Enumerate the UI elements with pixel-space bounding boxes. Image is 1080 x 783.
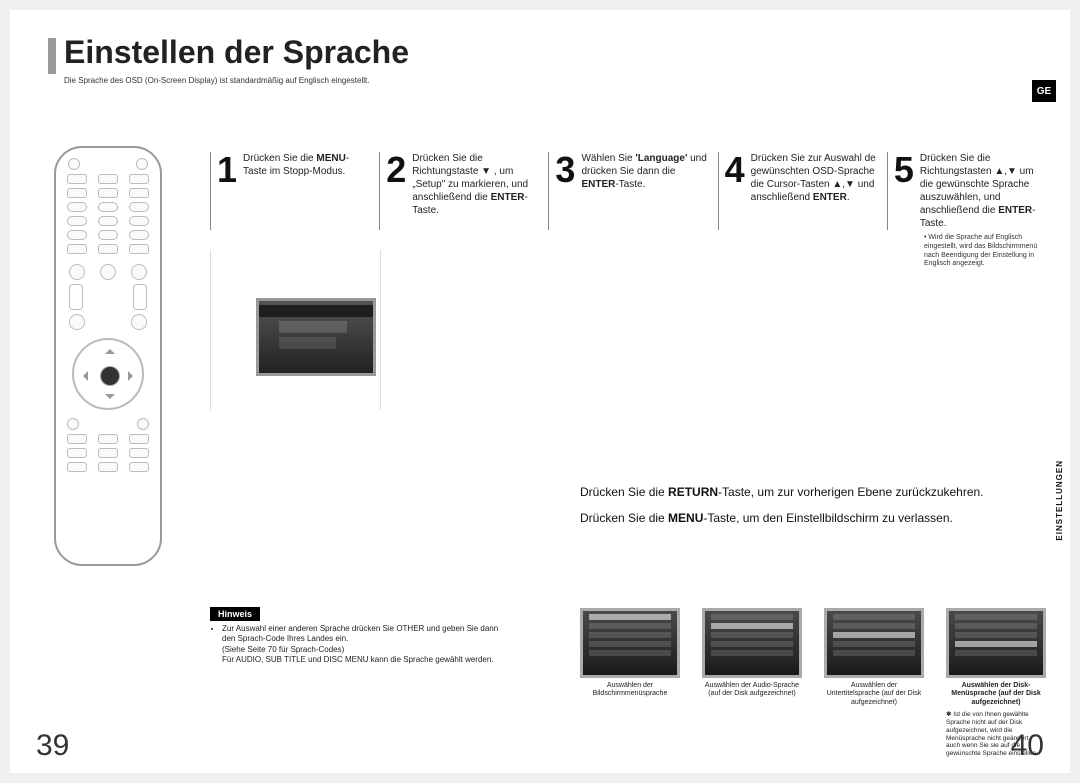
step-4: 4Drücken Sie zur Auswahl de gewünschten …	[718, 152, 887, 230]
step-5-text: Drücken Sie die Richtungstasten ▲,▼ um d…	[920, 152, 1048, 230]
return-line-1: Drücken Sie die RETURN-Taste, um zur vor…	[580, 484, 1010, 500]
step-3: 3Wählen Sie 'Language' und drücken Sie d…	[548, 152, 717, 230]
steps-row: 1Drücken Sie die MENU-Taste im Stopp-Mod…	[210, 152, 1056, 230]
step-1-text: Drücken Sie die MENU-Taste im Stopp-Modu…	[243, 152, 371, 178]
remote-illustration	[54, 146, 162, 566]
step-2: 2Drücken Sie die Richtungstaste ▼ , um „…	[379, 152, 548, 230]
page-title: Einstellen der Sprache	[64, 34, 409, 71]
hinweis-label: Hinweis	[210, 607, 260, 621]
step-5-footnote: • Wird die Sprache auf Englisch eingeste…	[918, 234, 1050, 269]
step-1: 1Drücken Sie die MENU-Taste im Stopp-Mod…	[210, 152, 379, 230]
return-line-2: Drücken Sie die MENU-Taste, um den Einst…	[580, 510, 1010, 526]
step-4-text: Drücken Sie zur Auswahl de gewünschten O…	[751, 152, 879, 204]
return-menu-note: Drücken Sie die RETURN-Taste, um zur vor…	[580, 484, 1010, 536]
manual-page: Einstellen der Sprache Die Sprache des O…	[10, 10, 1070, 773]
heading-bar	[48, 38, 56, 74]
setup-screenshot	[256, 298, 376, 376]
page-number-right: 40	[1011, 729, 1044, 763]
tv-thumb: Auswählen der Untertitelsprache (auf der…	[824, 608, 924, 758]
language-badge: GE	[1032, 80, 1056, 102]
tv-screenshots: Auswählen der BildschirmmenüspracheAuswä…	[580, 608, 1046, 758]
hinweis-body: Zur Auswahl einer anderen Sprache drücke…	[210, 624, 510, 668]
side-tab: EINSTELLUNGEN	[1055, 460, 1064, 541]
tv-thumb: Auswählen der Bildschirmmenüsprache	[580, 608, 680, 758]
tv-thumb: Auswählen der Audio-Sprache (auf der Dis…	[702, 608, 802, 758]
hinweis-item: Zur Auswahl einer anderen Sprache drücke…	[222, 624, 510, 666]
step-2-text: Drücken Sie die Richtungstaste ▼ , um „S…	[412, 152, 540, 217]
page-subtitle: Die Sprache des OSD (On-Screen Display) …	[64, 76, 369, 85]
page-number-left: 39	[36, 729, 69, 763]
step-3-text: Wählen Sie 'Language' und drücken Sie da…	[581, 152, 709, 191]
step-5: 5Drücken Sie die Richtungstasten ▲,▼ um …	[887, 152, 1056, 230]
